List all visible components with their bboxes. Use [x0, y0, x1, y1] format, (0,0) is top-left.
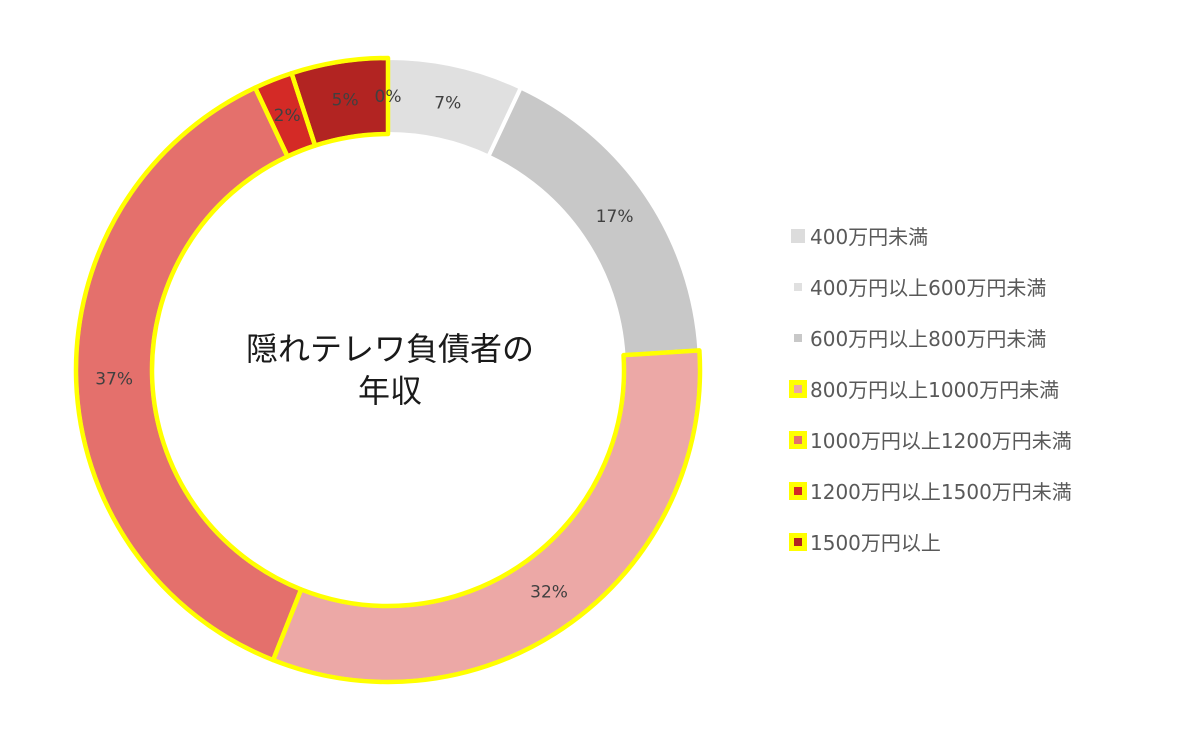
legend-item-segment-6: 1200万円以上1500万円未満: [789, 480, 1072, 504]
doughnut-slice-highlight-segment-7: [289, 55, 391, 148]
doughnut-slice-highlight-segment-4: [270, 348, 703, 685]
center-title-line-2: 年収: [358, 372, 422, 410]
legend-label-segment-5: 1000万円以上1200万円未満: [810, 429, 1072, 453]
legend-swatch-segment-1: [791, 229, 805, 243]
legend-item-segment-3: 600万円以上800万円未満: [794, 327, 1046, 351]
legend-label-segment-4: 800万円以上1000万円未満: [810, 378, 1059, 402]
doughnut-slice-segment-4: [270, 348, 702, 684]
data-label-segment-3: 17%: [596, 207, 634, 227]
legend-item-segment-1: 400万円未満: [791, 225, 928, 249]
legend-label-segment-1: 400万円未満: [810, 225, 928, 249]
data-label-segment-4: 32%: [530, 583, 568, 603]
data-label-segment-7: 5%: [332, 90, 359, 110]
legend-swatch-segment-7: [794, 538, 802, 546]
legend-item-segment-7: 1500万円以上: [789, 531, 941, 555]
doughnut-slice-segment-3: [485, 85, 702, 358]
data-label-segment-5: 37%: [95, 370, 133, 390]
legend-swatch-segment-3: [794, 334, 802, 342]
data-label-segment-6: 2%: [274, 106, 301, 126]
legend-item-segment-5: 1000万円以上1200万円未満: [789, 429, 1072, 453]
legend-swatch-segment-6: [794, 487, 802, 495]
legend-label-segment-2: 400万円以上600万円未満: [810, 276, 1046, 300]
legend-label-segment-6: 1200万円以上1500万円未満: [810, 480, 1072, 504]
legend-label-segment-3: 600万円以上800万円未満: [810, 327, 1046, 351]
data-label-segment-2: 7%: [434, 94, 461, 114]
doughnut-data-labels: 0% 7% 17% 32% 37% 2% 5%: [95, 87, 633, 603]
doughnut-slices: [73, 55, 703, 685]
doughnut-slice-highlight-segment-5: [73, 85, 304, 663]
center-title-line-1: 隠れテレワ負債者の: [246, 330, 534, 368]
legend-swatch-segment-5: [794, 436, 802, 444]
legend-item-segment-2: 400万円以上600万円未満: [794, 276, 1046, 300]
legend-swatch-segment-4: [794, 385, 802, 393]
chart-legend: 400万円未満 400万円以上600万円未満 600万円以上800万円未満 800万円…: [789, 225, 1072, 555]
legend-swatch-segment-2: [794, 283, 802, 291]
data-label-segment-1: 0%: [375, 87, 402, 107]
legend-item-segment-4: 800万円以上1000万円未満: [789, 378, 1059, 402]
legend-label-segment-7: 1500万円以上: [810, 531, 941, 555]
